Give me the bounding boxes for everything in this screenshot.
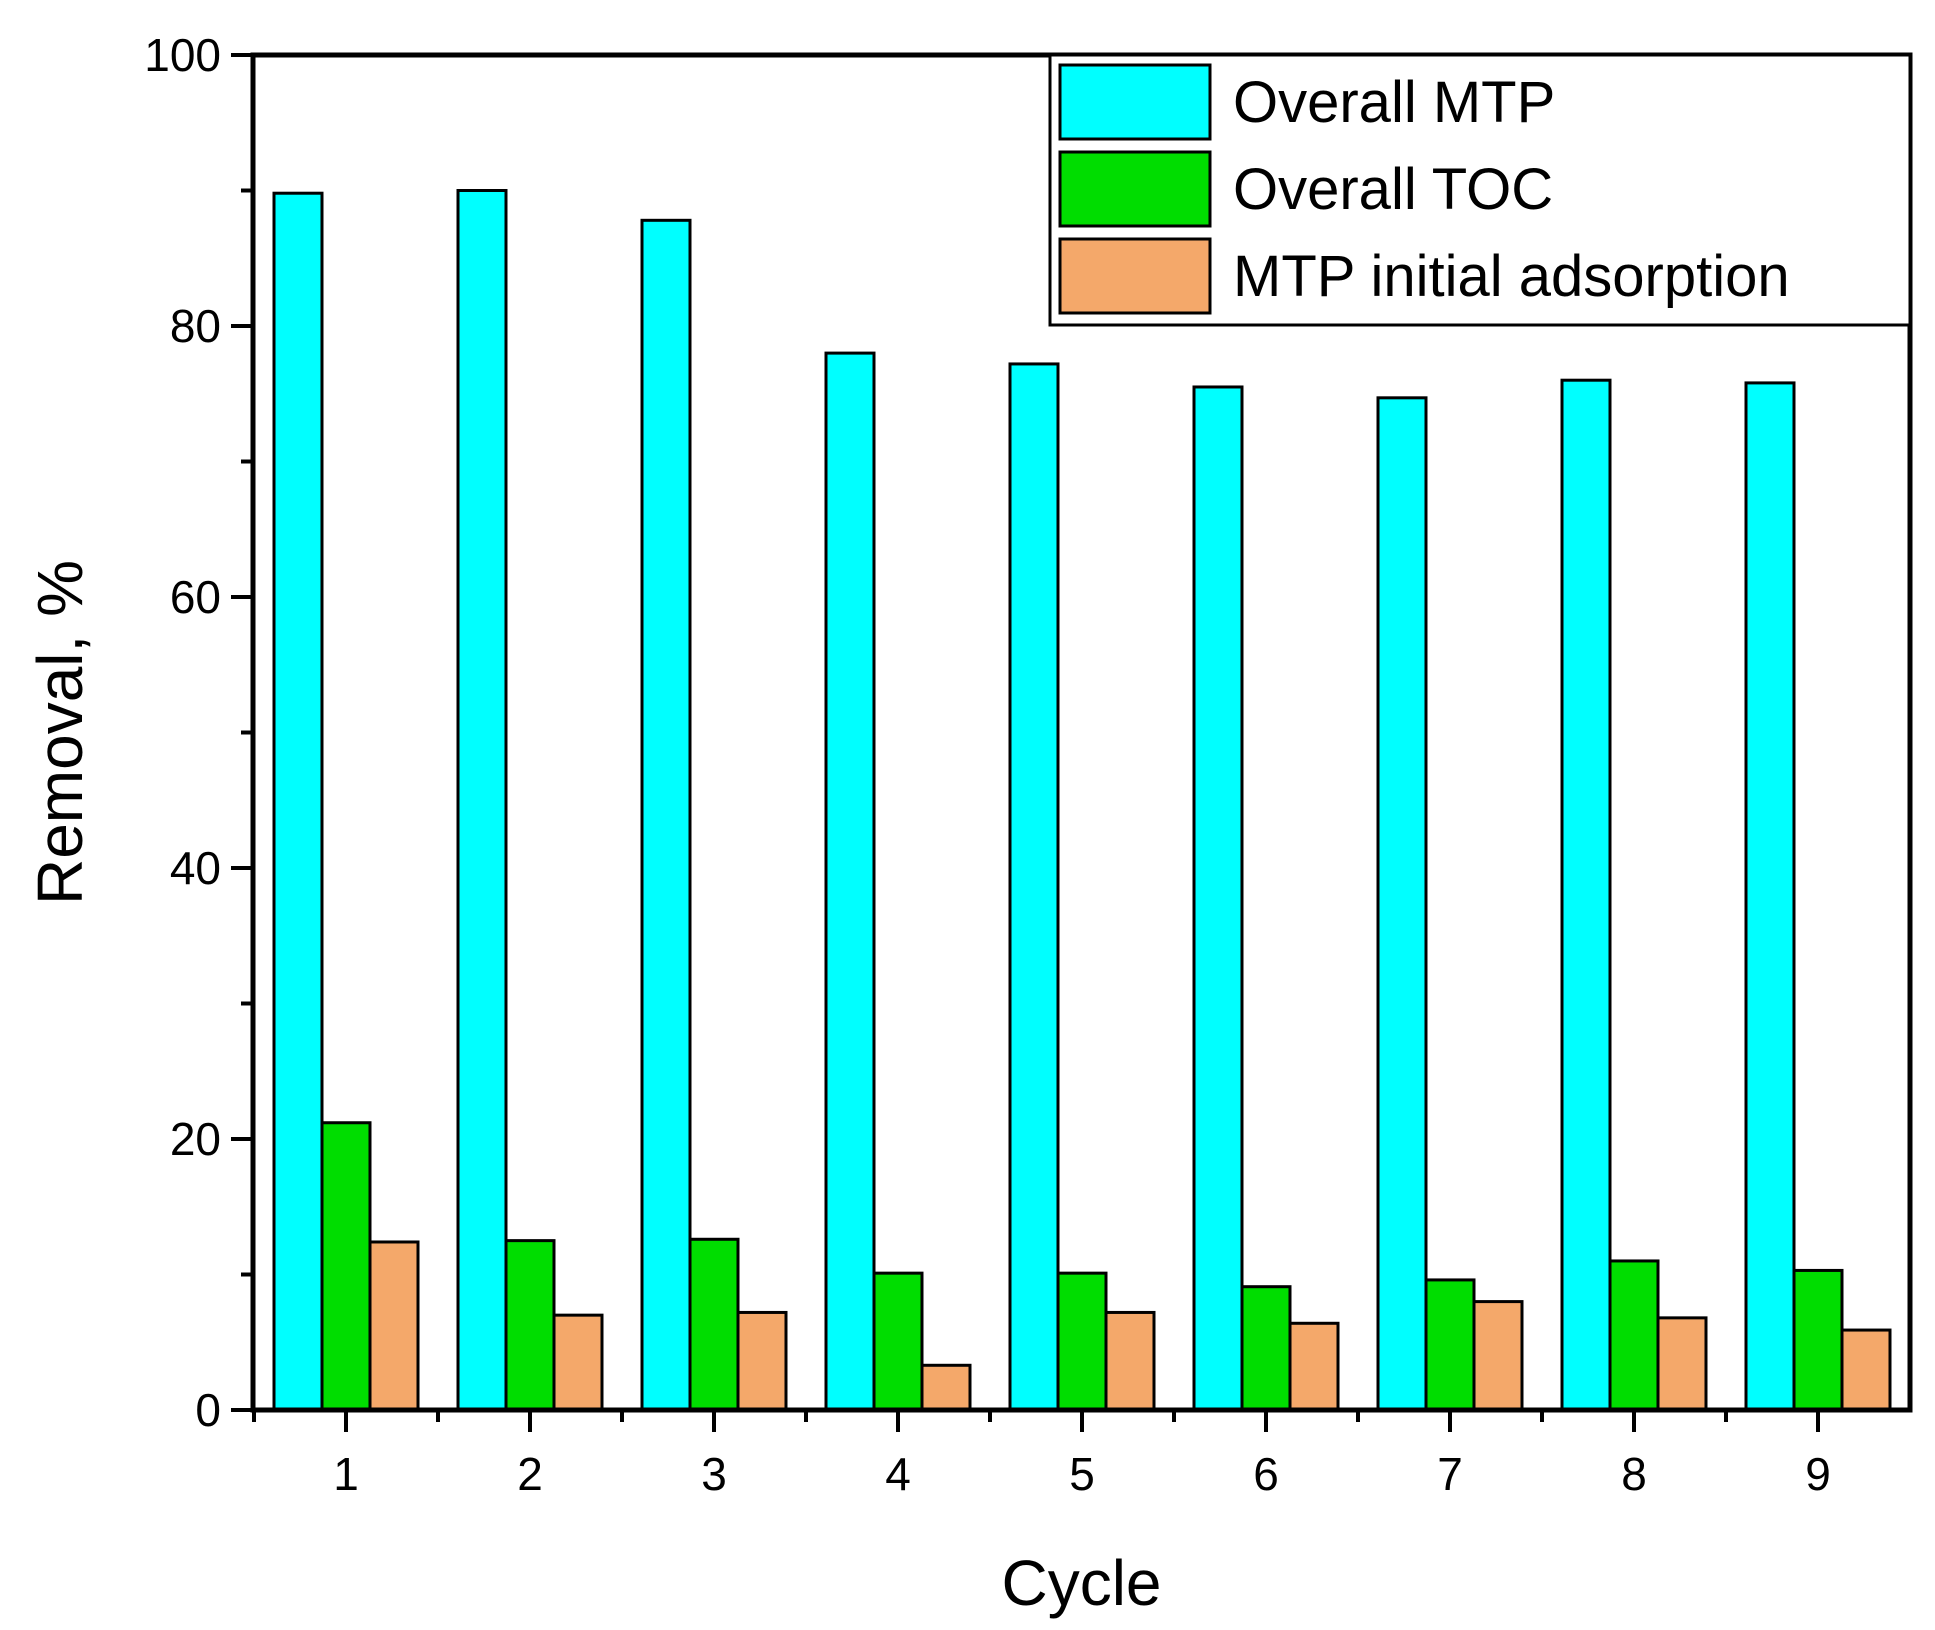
bar-mtp-initial-adsorption-cycle-9 [1840,1328,1892,1412]
x-tick-label: 3 [701,1448,727,1500]
y-axis-title: Removal, % [24,560,96,905]
bar-overall-mtp-cycle-8 [1560,378,1612,1412]
bar-overall-mtp-cycle-5 [1008,362,1060,1412]
legend: Overall MTP Overall TOC MTP initial adsorp… [1048,53,1912,327]
y-tick-label: 80 [170,300,221,352]
x-axis: 1 2 3 4 5 6 7 8 9 [252,1410,1831,1500]
bars-group [272,189,1892,1412]
y-axis: 0 20 40 60 80 100 [144,29,253,1436]
bar-overall-toc-cycle-1 [320,1121,372,1412]
x-tick-label: 7 [1437,1448,1463,1500]
y-tick-label: 20 [170,1113,221,1165]
x-tick-label: 6 [1253,1448,1279,1500]
bar-overall-mtp-cycle-9 [1744,381,1796,1412]
y-tick-label: 0 [195,1384,221,1436]
y-tick-label: 100 [144,29,221,81]
legend-swatch-mtp-initial-adsorption [1058,237,1212,315]
bar-overall-mtp-cycle-1 [272,191,324,1412]
bar-overall-toc-cycle-8 [1608,1259,1660,1412]
bar-mtp-initial-adsorption-cycle-2 [552,1313,604,1412]
bar-overall-mtp-cycle-7 [1376,396,1428,1412]
x-tick-label: 5 [1069,1448,1095,1500]
bar-mtp-initial-adsorption-cycle-8 [1656,1316,1708,1412]
bar-overall-toc-cycle-7 [1424,1278,1476,1412]
bar-mtp-initial-adsorption-cycle-1 [368,1240,420,1412]
bar-overall-mtp-cycle-3 [640,218,692,1412]
bar-mtp-initial-adsorption-cycle-3 [736,1310,788,1412]
y-tick-label: 40 [170,842,221,894]
x-tick-label: 2 [517,1448,543,1500]
bar-overall-toc-cycle-6 [1240,1285,1292,1412]
bar-mtp-initial-adsorption-cycle-4 [920,1363,972,1412]
x-axis-title: Cycle [1001,1547,1161,1619]
bar-mtp-initial-adsorption-cycle-6 [1288,1321,1340,1412]
bar-mtp-initial-adsorption-cycle-7 [1472,1300,1524,1412]
bar-overall-mtp-cycle-4 [824,351,876,1412]
legend-label: MTP initial adsorption [1233,244,1790,309]
bar-overall-toc-cycle-2 [504,1239,556,1412]
bar-mtp-initial-adsorption-cycle-5 [1104,1310,1156,1412]
x-tick-label: 4 [885,1448,911,1500]
bar-overall-mtp-cycle-2 [456,189,508,1412]
bar-overall-toc-cycle-9 [1792,1268,1844,1412]
legend-label: Overall TOC [1233,157,1553,222]
legend-label: Overall MTP [1233,70,1555,135]
legend-swatch-overall-mtp [1058,63,1212,141]
bar-overall-toc-cycle-4 [872,1271,924,1412]
bar-overall-mtp-cycle-6 [1192,385,1244,1412]
y-tick-label: 60 [170,571,221,623]
bar-overall-toc-cycle-5 [1056,1271,1108,1412]
x-tick-label: 8 [1621,1448,1647,1500]
x-tick-label: 1 [333,1448,359,1500]
legend-swatch-overall-toc [1058,150,1212,228]
x-tick-label: 9 [1805,1448,1831,1500]
bar-overall-toc-cycle-3 [688,1237,740,1412]
